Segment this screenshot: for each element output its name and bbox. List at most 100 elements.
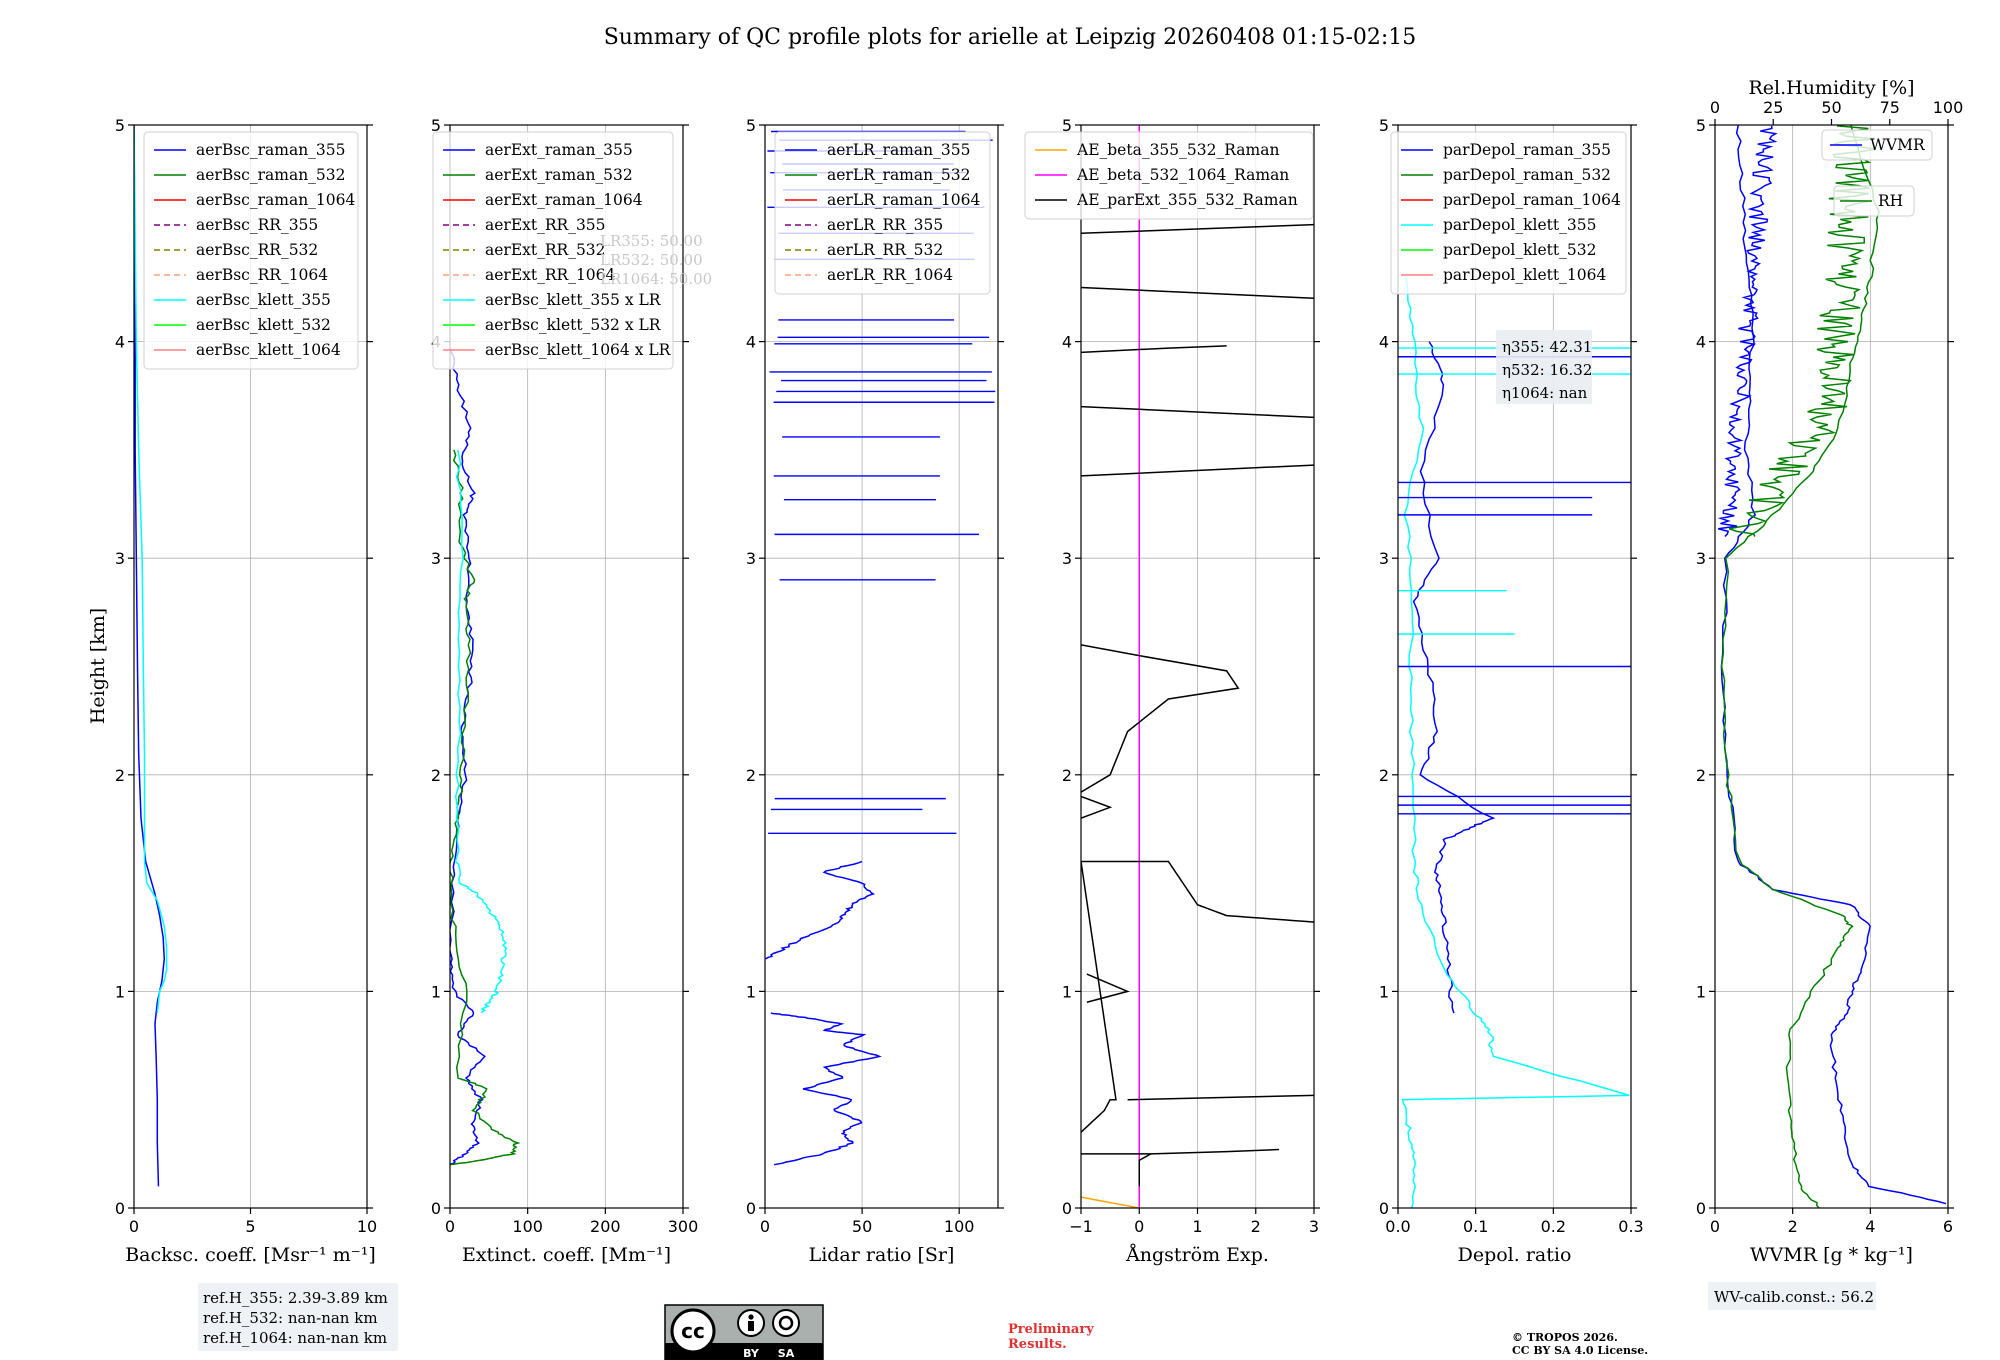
legend-entry: aerLR_RR_1064: [827, 266, 953, 284]
refH-line: ref.H_355: 2.39-3.89 km: [203, 1289, 388, 1307]
ae-curve-segment: [1081, 795, 1113, 819]
eta-line: η355: 42.31: [1502, 338, 1592, 356]
rh-top-axis: 0 25 50 75 100 Rel.Humidity [%]: [1710, 77, 1963, 125]
x-tick-label: 100: [512, 1217, 543, 1236]
wv-calib: WV-calib.const.: 56.2: [1708, 1282, 1876, 1310]
series-line-aerExt_raman_532: [450, 449, 521, 1166]
top-tick-label: 100: [1933, 98, 1964, 117]
legend-entry: aerLR_RR_355: [827, 216, 943, 234]
x-tick-label: 0: [760, 1217, 770, 1236]
x-tick-label: 0.3: [1618, 1217, 1643, 1236]
legend-entry: parDepol_klett_1064: [1443, 266, 1606, 284]
refH-line: ref.H_1064: nan-nan km: [203, 1329, 387, 1347]
legend-entry: aerLR_RR_532: [827, 241, 943, 259]
wvmr-upper-noise: [1717, 125, 1778, 538]
series-line-parDepol_klett_355: [1401, 276, 1630, 1208]
eta-box: η355: 42.31 η532: 16.32 η1064: nan: [1496, 330, 1592, 404]
x-tick-label: 0: [1134, 1217, 1144, 1236]
series-group: [450, 341, 521, 1166]
series-line-aerLR_raman_355 (upper): [765, 860, 876, 960]
cc-icon: [670, 1308, 716, 1354]
legend-box: [143, 131, 359, 370]
top-tick-label: 50: [1821, 98, 1841, 117]
panel-dep: 0.0 0.1 0.2 0.3 0 1 2 3 4 5 Depol. ratio: [1379, 116, 1644, 1266]
legend-entry: aerLR_raman_532: [827, 166, 970, 184]
x-tick-label: 5: [245, 1217, 255, 1236]
x-axis-label: Extinct. coeff. [Mm⁻¹]: [462, 1244, 671, 1266]
legend-box: [1833, 185, 1915, 217]
x-tick-label: 0: [129, 1217, 139, 1236]
eta-line: η532: 16.32: [1502, 361, 1592, 379]
ae-curve-segment: [1081, 223, 1314, 235]
x-tick-label: 300: [668, 1217, 699, 1236]
x-tick-label: 0: [1710, 1217, 1720, 1236]
lr-note: LR1064: 50.00: [600, 270, 712, 288]
y-tick-label: 3: [1379, 549, 1389, 568]
y-tick-label: 3: [1696, 549, 1706, 568]
ae-curve-segment: [1138, 1153, 1152, 1187]
series-line-AE_beta_355_532_Raman: [1081, 1196, 1140, 1208]
x-axis-label: Ångström Exp.: [1125, 1244, 1269, 1266]
legend-box: [1821, 129, 1933, 161]
legend-box: [1024, 131, 1314, 220]
legend-entry: parDepol_raman_355: [1443, 141, 1611, 159]
cc-license-badge: cc BY SA: [664, 1304, 824, 1360]
legend-entry: aerBsc_klett_355: [196, 291, 331, 309]
copyright-line-2: CC BY SA 4.0 License.: [1512, 1344, 1648, 1357]
series-line-aerExt_raman_355: [450, 341, 486, 1166]
y-tick-label: 3: [746, 549, 756, 568]
x-tick-label: 1: [1192, 1217, 1202, 1236]
ae-curve-segment: [1081, 1148, 1280, 1155]
legend-entry: aerBsc_RR_532: [196, 241, 318, 259]
x-tick-label: −1: [1069, 1217, 1093, 1236]
series-line-WVMR: [1720, 125, 1947, 1205]
lr-note: LR355: 50.00: [600, 232, 703, 250]
sa-icon-arrow: [778, 1315, 794, 1331]
top-tick-label: 25: [1763, 98, 1783, 117]
refH-box: ref.H_355: 2.39-3.89 km ref.H_532: nan-na…: [198, 1283, 398, 1351]
x-tick-label: 0.1: [1463, 1217, 1488, 1236]
wv-calib-bg: [1708, 1282, 1876, 1310]
y-axis-label: Height [km]: [87, 608, 109, 724]
ae-curve-segment: [1127, 1094, 1314, 1101]
y-tick-label: 5: [115, 116, 125, 135]
x-tick-label: 4: [1865, 1217, 1875, 1236]
legend-entry: aerLR_raman_355: [827, 141, 970, 159]
legend-entry: aerExt_RR_532: [485, 241, 606, 259]
x-tick-label: 3: [1309, 1217, 1319, 1236]
legend-entry: WVMR: [1870, 136, 1926, 154]
top-axis-label: Rel.Humidity [%]: [1748, 77, 1914, 99]
panel-wv: 0 2 4 6 0 1 2 3 4 5 WVMR [g * kg⁻¹]: [1696, 116, 1954, 1266]
x-axis-label: Backsc. coeff. [Msr⁻¹ m⁻¹]: [125, 1244, 376, 1266]
legend-entry: aerBsc_raman_1064: [196, 191, 356, 209]
y-tick-label: 5: [431, 116, 441, 135]
top-tick-label: 75: [1880, 98, 1900, 117]
legend-entry: aerBsc_raman_355: [196, 141, 346, 159]
by-icon-body: [748, 1321, 754, 1331]
legend-entry: aerBsc_RR_1064: [196, 266, 328, 284]
y-tick-label: 2: [1696, 766, 1706, 785]
legend-entry: aerExt_RR_355: [485, 216, 606, 234]
ae-curve-segment: [1081, 464, 1314, 477]
y-tick-label: 1: [431, 982, 441, 1001]
x-tick-label: 10: [357, 1217, 377, 1236]
y-tick-label: 1: [1062, 982, 1072, 1001]
by-label: BY: [743, 1347, 760, 1360]
y-tick-label: 3: [431, 549, 441, 568]
x-axis-label: Depol. ratio: [1458, 1244, 1572, 1266]
series-line-aerLR_raman_355: [770, 1012, 882, 1166]
figure-title: Summary of QC profile plots for arielle …: [604, 25, 1417, 50]
x-tick-label: 0.2: [1541, 1217, 1566, 1236]
legend-entry: aerBsc_klett_1064 x LR: [485, 341, 672, 359]
top-tick-label: 0: [1710, 98, 1720, 117]
x-tick-label: 0.0: [1385, 1217, 1410, 1236]
y-tick-label: 3: [1062, 549, 1072, 568]
legend-entry: AE_beta_355_532_Raman: [1076, 141, 1279, 159]
y-tick-label: 4: [1696, 333, 1706, 352]
preliminary-line-2: Results.: [1008, 1337, 1067, 1352]
y-tick-label: 1: [1379, 982, 1389, 1001]
legend-entry: AE_parExt_355_532_Raman: [1076, 191, 1298, 209]
x-tick-label: 2: [1251, 1217, 1261, 1236]
